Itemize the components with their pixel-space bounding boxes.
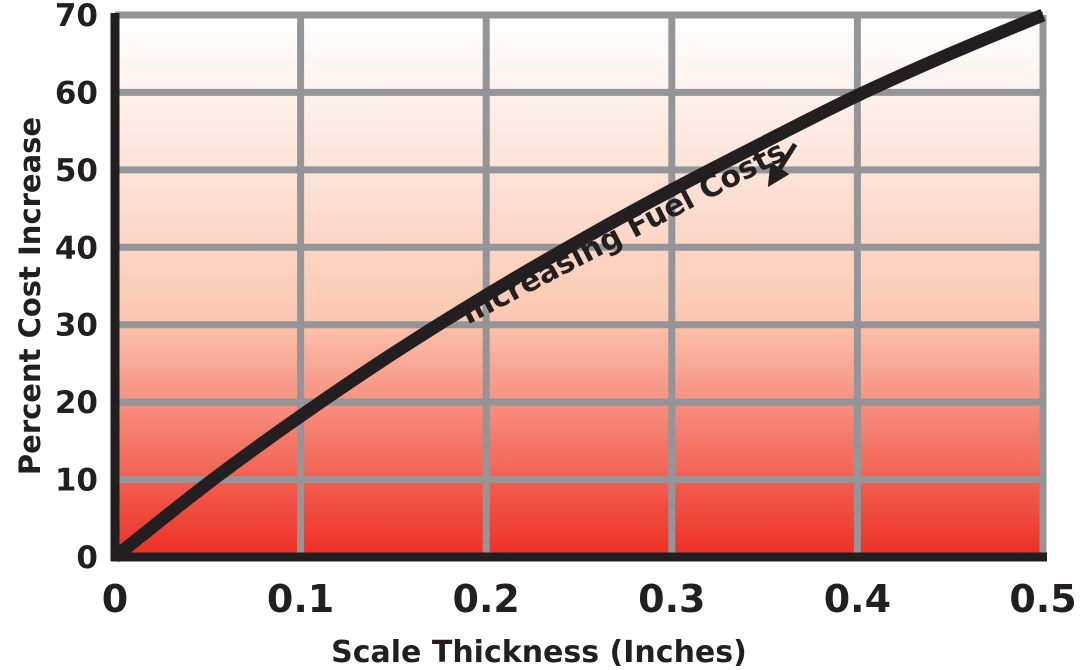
plot-background [115, 15, 1043, 557]
x-tick-label: 0.5 [1009, 577, 1076, 621]
x-tick-label: 0.4 [824, 577, 891, 621]
x-tick-label: 0 [102, 577, 128, 621]
y-tick-label: 30 [55, 308, 98, 344]
y-tick-label: 20 [55, 385, 98, 421]
x-tick-label: 0.1 [267, 577, 334, 621]
axes [110, 13, 1047, 562]
y-tick-label: 50 [55, 153, 98, 189]
y-tick-label: 10 [55, 463, 98, 499]
y-tick-labels: 0 10 20 30 40 50 60 70 [55, 0, 98, 576]
x-tick-labels: 0 0.1 0.2 0.3 0.4 0.5 [102, 577, 1077, 621]
annotation-arrow-0 [767, 142, 798, 188]
x-tick-label: 0.3 [638, 577, 705, 621]
y-tick-label: 0 [76, 540, 98, 576]
y-axis-title: Percent Cost Increase [13, 117, 47, 475]
series-layer [110, 9, 1046, 563]
y-tick-label: 60 [55, 75, 98, 111]
x-axis-title: Scale Thickness (Inches) [331, 635, 747, 670]
y-tick-label: 70 [55, 0, 98, 34]
x-tick-label: 0.2 [453, 577, 520, 621]
series-line-0 [110, 9, 1046, 563]
y-tick-label: 40 [55, 230, 98, 266]
